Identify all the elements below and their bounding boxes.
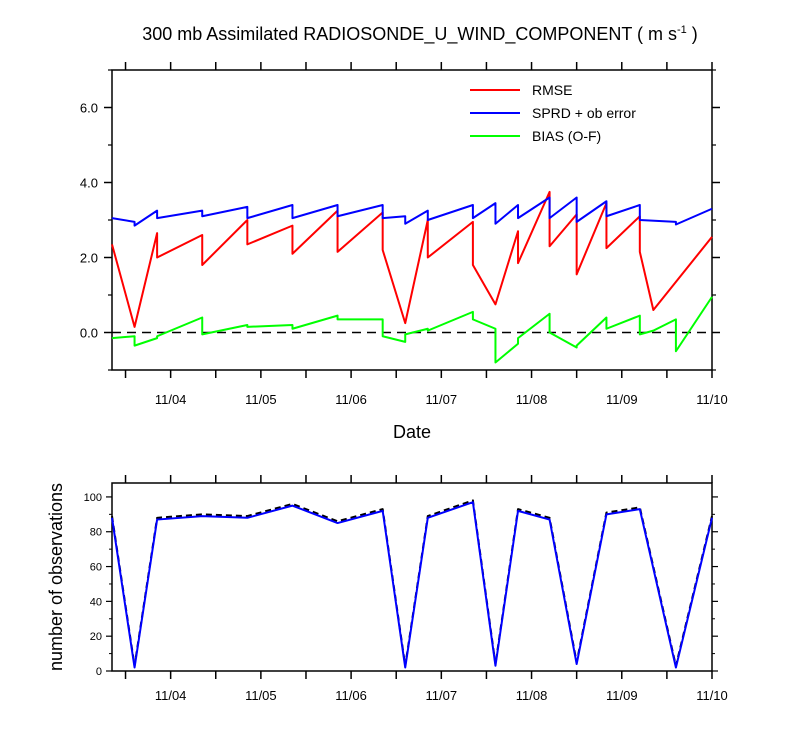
top-y-axis: 0.0 2.0 4.0 6.0 — [80, 69, 720, 371]
x-tick-label: 11/05 — [245, 688, 277, 703]
x-axis-title: Date — [393, 422, 431, 442]
y-tick-label: 4.0 — [80, 176, 98, 191]
x-tick-label: 11/10 — [696, 392, 728, 407]
y-tick-label: 2.0 — [80, 251, 98, 266]
y-axis-title-observations: number of observations — [46, 483, 66, 671]
legend-label: RMSE — [532, 82, 572, 98]
x-tick-label: 11/04 — [155, 392, 187, 407]
series-line-bias-o-f — [111, 296, 713, 364]
x-tick-label: 11/09 — [606, 688, 638, 703]
series-line-rmse — [111, 190, 713, 328]
chart-title-main: 300 mb Assimilated RADIOSONDE_U_WIND_COM… — [142, 24, 677, 45]
x-tick-label: 11/06 — [335, 688, 367, 703]
y-tick-label: 80 — [90, 527, 102, 539]
y-tick-label: 60 — [90, 562, 102, 574]
chart-title: 300 mb Assimilated RADIOSONDE_U_WIND_COM… — [142, 24, 698, 45]
obs-line-possible — [111, 499, 713, 667]
bottom-x-axis: 11/04 11/05 11/06 11/07 11/08 11/09 11/10 — [124, 475, 728, 703]
x-tick-label: 11/07 — [426, 392, 458, 407]
legend-label: SPRD + ob error — [532, 105, 636, 121]
x-tick-label: 11/10 — [696, 688, 728, 703]
top-series-group — [111, 190, 713, 364]
legend: RMSE SPRD + ob error BIAS (O-F) — [470, 82, 636, 144]
y-tick-label: 0.0 — [80, 326, 98, 341]
top-panel: 0.02.04.06.0 11/04 11/05 11/06 11/07 11/08 11… — [80, 62, 728, 442]
top-x-axis: 11/04 11/05 11/06 11/07 11/08 11/09 11/10 — [124, 62, 728, 407]
x-tick-label: 11/08 — [516, 392, 548, 407]
x-tick-label: 11/04 — [155, 688, 187, 703]
legend-label: BIAS (O-F) — [532, 128, 601, 144]
y-tick-label: 40 — [90, 596, 102, 608]
x-tick-label: 11/08 — [516, 688, 548, 703]
bottom-y-axis: 0 20 40 60 80 100 — [84, 492, 718, 678]
chart-title-sup: -1 — [677, 24, 687, 36]
obs-line-used — [111, 501, 713, 669]
x-tick-label: 11/09 — [606, 392, 638, 407]
x-tick-label: 11/07 — [426, 688, 458, 703]
y-tick-label: 0 — [96, 666, 102, 678]
y-tick-label: 20 — [90, 631, 102, 643]
x-tick-label: 11/06 — [335, 392, 367, 407]
chart-title-end: ) — [687, 24, 698, 44]
bottom-series-group — [111, 499, 713, 669]
series-line-sprd-ob-error — [111, 196, 713, 227]
x-tick-label: 11/05 — [245, 392, 277, 407]
y-tick-label: 100 — [84, 492, 102, 504]
bottom-plot-frame — [111, 482, 713, 672]
y-tick-label: 6.0 — [80, 101, 98, 116]
